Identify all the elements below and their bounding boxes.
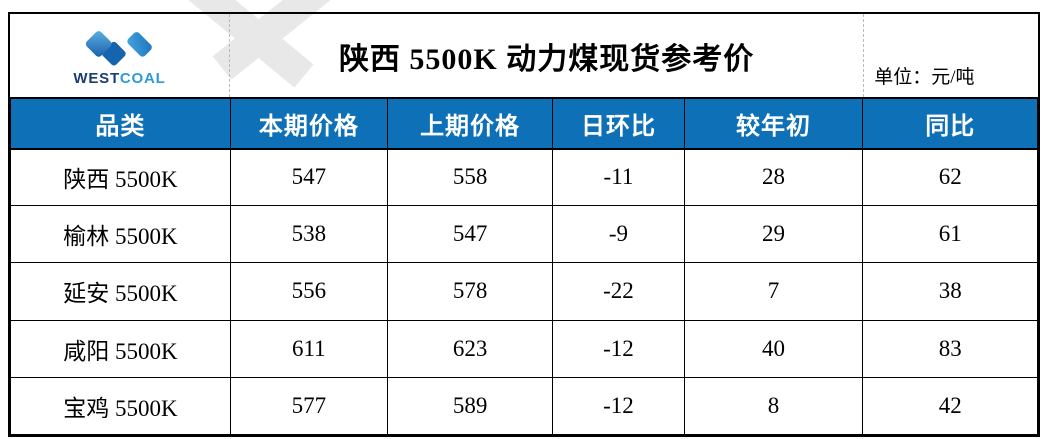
table-row: 宝鸡 5500K 577 589 -12 8 42 [10, 376, 1038, 436]
cell-current-price: 611 [229, 319, 388, 378]
cell-previous-price: 623 [386, 319, 554, 378]
watermark-band-2 [212, 0, 331, 80]
brand-cell: WESTCOAL [10, 14, 230, 97]
page-title: 陕西 5500K 动力煤现货参考价 [338, 42, 755, 76]
table-row: 陕西 5500K 547 558 -11 28 62 [10, 147, 1038, 207]
title-cell: 陕西 5500K 动力煤现货参考价 [230, 14, 863, 97]
cell-category: 榆林 5500K [10, 205, 231, 264]
cell-category: 咸阳 5500K [10, 319, 231, 378]
cell-current-price: 538 [229, 205, 388, 264]
cell-previous-price: 547 [386, 205, 554, 264]
cell-ytd-change: 28 [683, 147, 864, 207]
table-card: WESTCOAL 陕西 5500K 动力煤现货参考价 单位：元/吨 品类 本期价… [8, 12, 1040, 437]
table-header-row: 品类 本期价格 上期价格 日环比 较年初 同比 [10, 98, 1038, 150]
cell-dod-change: -12 [552, 319, 685, 378]
cell-yoy-change: 38 [862, 262, 1038, 321]
column-header-previous-price: 上期价格 [386, 98, 554, 150]
table-row: 咸阳 5500K 611 623 -12 40 83 [10, 319, 1038, 378]
table-row: 榆林 5500K 538 547 -9 29 61 [10, 205, 1038, 264]
unit-cell: 单位：元/吨 [863, 14, 1038, 97]
price-table: 品类 本期价格 上期价格 日环比 较年初 同比 陕西 5500K 547 558… [10, 98, 1038, 436]
cell-current-price: 556 [229, 262, 388, 321]
cell-current-price: 577 [229, 376, 388, 436]
cell-dod-change: -22 [552, 262, 685, 321]
column-header-yoy-change: 同比 [862, 98, 1038, 150]
cell-ytd-change: 40 [683, 319, 864, 378]
cell-dod-change: -11 [552, 147, 685, 207]
cell-previous-price: 589 [386, 376, 554, 436]
cell-category: 宝鸡 5500K [10, 376, 231, 436]
cell-ytd-change: 7 [683, 262, 864, 321]
cell-ytd-change: 8 [683, 376, 864, 436]
cell-previous-price: 578 [386, 262, 554, 321]
westcoal-logo-icon [86, 31, 153, 66]
cell-ytd-change: 29 [683, 205, 864, 264]
cell-yoy-change: 83 [862, 319, 1038, 378]
westcoal-logo-text: WESTCOAL [73, 71, 165, 86]
cell-category: 延安 5500K [10, 262, 231, 321]
logo-text-coal: COAL [119, 70, 166, 87]
title-band: WESTCOAL 陕西 5500K 动力煤现货参考价 单位：元/吨 [10, 14, 1038, 98]
logo-text-west: WEST [73, 70, 120, 87]
column-header-current-price: 本期价格 [229, 98, 388, 150]
cell-current-price: 547 [229, 147, 388, 207]
table-row: 延安 5500K 556 578 -22 7 38 [10, 262, 1038, 321]
column-header-dod-change: 日环比 [552, 98, 685, 150]
column-header-category: 品类 [10, 98, 231, 150]
cell-yoy-change: 62 [862, 147, 1038, 207]
cell-dod-change: -12 [552, 376, 685, 436]
cell-category: 陕西 5500K [10, 147, 231, 207]
cell-previous-price: 558 [386, 147, 554, 207]
column-header-ytd-change: 较年初 [683, 98, 864, 150]
cell-yoy-change: 61 [862, 205, 1038, 264]
cell-yoy-change: 42 [862, 376, 1038, 436]
unit-label: 单位：元/吨 [874, 67, 975, 88]
cell-dod-change: -9 [552, 205, 685, 264]
